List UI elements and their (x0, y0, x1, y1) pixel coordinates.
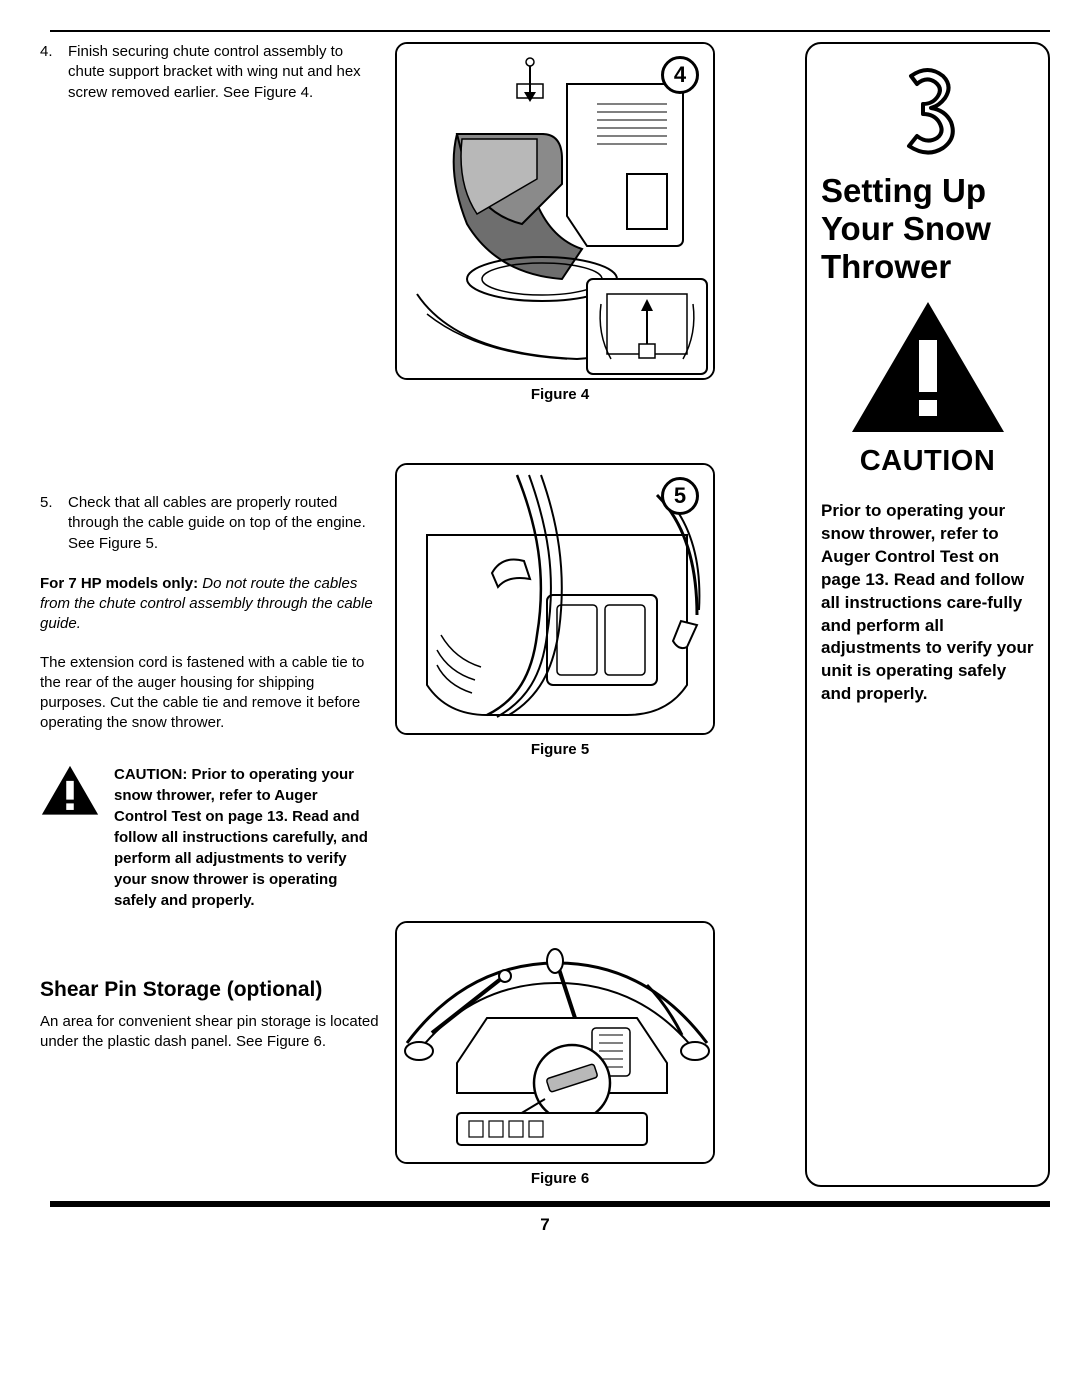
shearpin-heading: Shear Pin Storage (optional) (40, 976, 380, 1004)
sidebar-warning-wrap (821, 298, 1034, 441)
main-column: 4. Finish securing chute control assembl… (40, 42, 785, 1187)
figure4-illustration (397, 44, 715, 380)
step5-text-col: 5. Check that all cables are properly ro… (40, 463, 380, 911)
top-rule (50, 30, 1050, 32)
figure4-caption: Figure 4 (395, 386, 725, 403)
inline-caution-text: CAUTION: Prior to operating your snow th… (114, 764, 374, 911)
step4-text: 4. Finish securing chute control assembl… (40, 42, 380, 113)
figure4-badge: 4 (661, 56, 699, 94)
figure5-box: 5 (395, 463, 715, 735)
warning-icon (40, 764, 100, 817)
sidebar-title: Setting Up Your Snow Thrower (821, 172, 1034, 286)
sidebar-caution-label: CAUTION (821, 445, 1034, 478)
figure4-block: 4 (395, 42, 725, 403)
shearpin-body: An area for convenient shear pin storage… (40, 1012, 380, 1053)
figure6-caption: Figure 6 (395, 1170, 725, 1187)
content-row: 4. Finish securing chute control assembl… (40, 42, 1050, 1187)
figure4-box: 4 (395, 42, 715, 380)
step4-num: 4. (40, 42, 60, 103)
figure5-badge: 5 (661, 477, 699, 515)
inline-caution: CAUTION: Prior to operating your snow th… (40, 764, 380, 911)
extension-cord-para: The extension cord is fastened with a ca… (40, 653, 380, 734)
page-number: 7 (40, 1215, 1050, 1235)
note-7hp-lead: For 7 HP models only: (40, 575, 198, 592)
shearpin-text: Shear Pin Storage (optional) An area for… (40, 921, 380, 1053)
step5-num: 5. (40, 493, 60, 554)
step4-body: Finish securing chute control assembly t… (68, 42, 380, 103)
figure6-block: Figure 6 (395, 921, 725, 1187)
sidebar: Setting Up Your Snow Thrower CAUTION Pri… (805, 42, 1050, 1187)
figure6-box (395, 921, 715, 1164)
bottom-rule (50, 1201, 1050, 1207)
page: 4. Finish securing chute control assembl… (0, 0, 1080, 1245)
row-step5: 5. Check that all cables are properly ro… (40, 463, 785, 911)
warning-icon (848, 298, 1008, 436)
figure6-illustration (397, 923, 715, 1164)
spacer (40, 403, 785, 463)
chapter-number-icon (893, 62, 963, 157)
step5-body: Check that all cables are properly route… (68, 493, 380, 554)
row-shearpin: Shear Pin Storage (optional) An area for… (40, 921, 785, 1187)
chapter-number-wrap (821, 62, 1034, 162)
row-step4: 4. Finish securing chute control assembl… (40, 42, 785, 403)
note-7hp: For 7 HP models only: Do not route the c… (40, 574, 380, 635)
sidebar-body: Prior to operating your snow thrower, re… (821, 500, 1034, 706)
figure5-caption: Figure 5 (395, 741, 725, 758)
figure5-block: 5 (395, 463, 725, 758)
